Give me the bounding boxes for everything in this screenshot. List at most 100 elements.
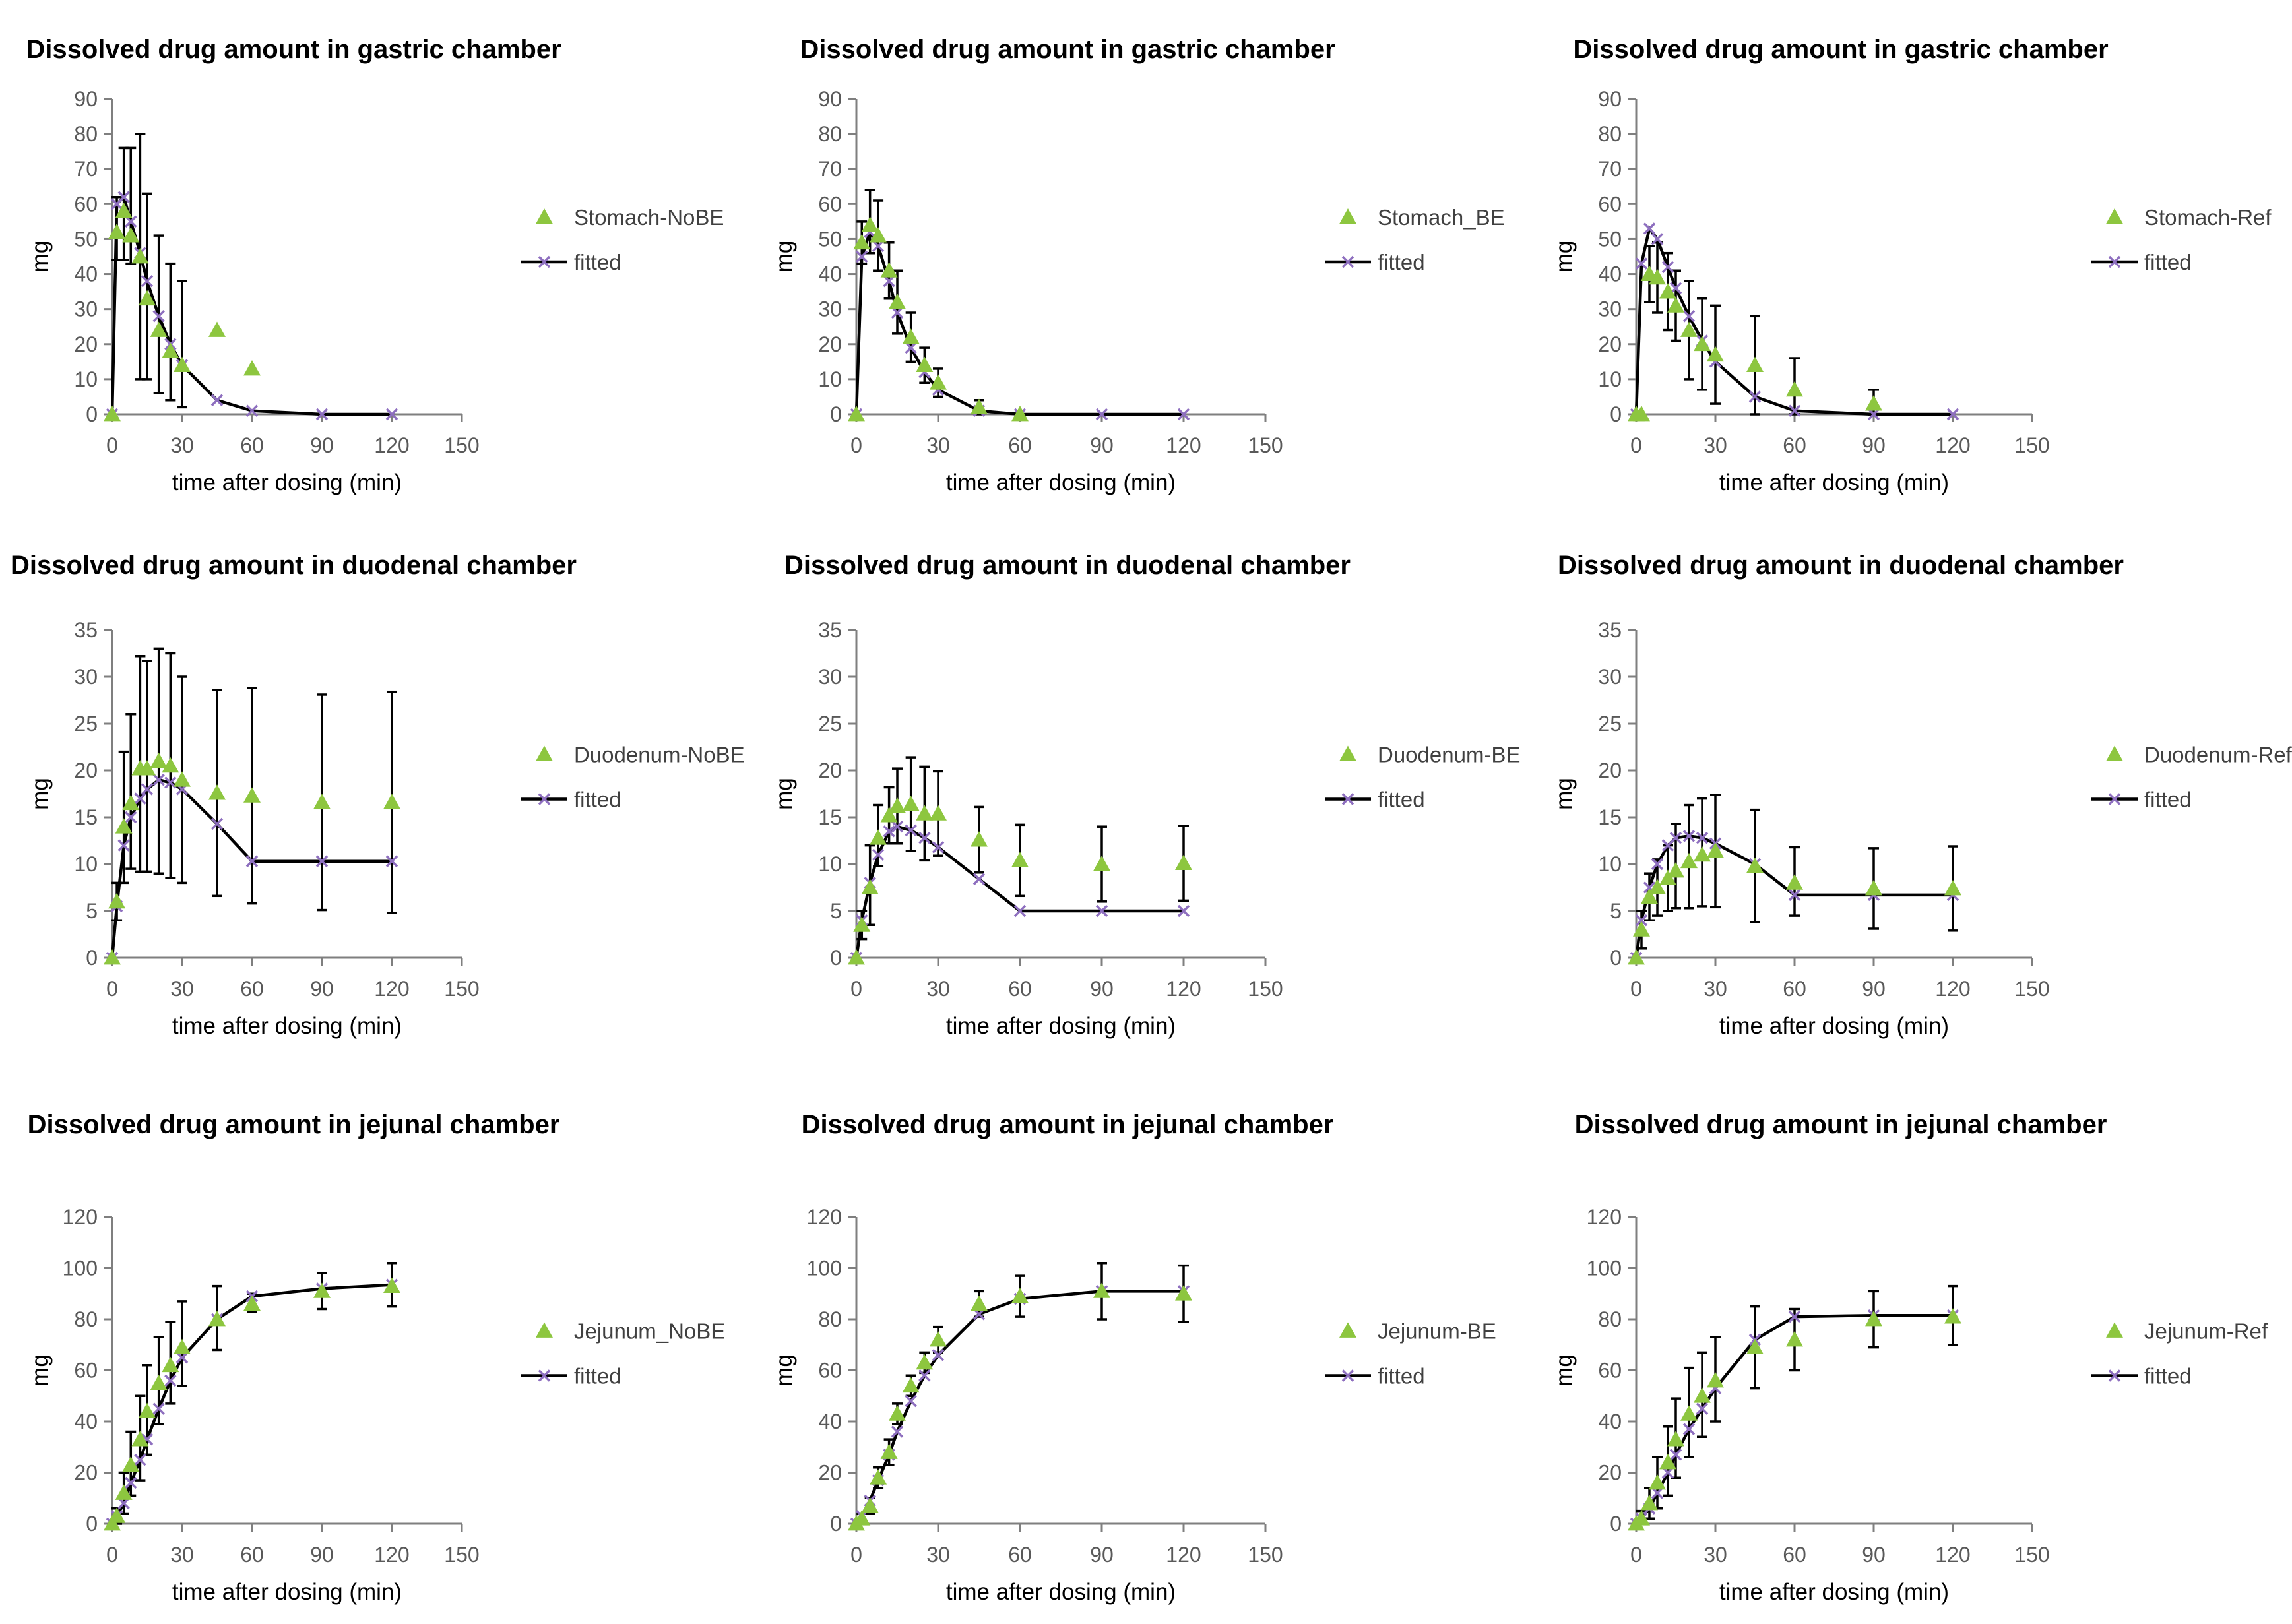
x-tick-label: 150 [1248, 433, 1283, 457]
x-tick-label: 60 [1783, 433, 1806, 457]
x-tick-label: 120 [374, 1543, 409, 1567]
x-tick-label: 0 [850, 433, 862, 457]
y-tick-label: 15 [74, 805, 98, 829]
x-axis-label: time after dosing (min) [1719, 1013, 1949, 1039]
legend-fitted-label: fitted [574, 788, 621, 812]
x-tick-label: 0 [1630, 433, 1642, 457]
x-tick-label: 30 [1703, 977, 1727, 1001]
x-tick-label: 90 [310, 1543, 334, 1567]
x-tick-label: 90 [310, 433, 334, 457]
observed-point [150, 752, 168, 768]
y-tick-label: 25 [1598, 712, 1622, 735]
x-tick-label: 60 [240, 1543, 264, 1567]
observed-point [162, 342, 179, 358]
fitted-point [152, 1402, 165, 1415]
x-tick-label: 60 [240, 433, 264, 457]
observed-point [1659, 1454, 1676, 1470]
fitted-point [1682, 310, 1696, 323]
y-tick-label: 90 [818, 87, 842, 111]
y-axis-label: mg [1551, 1354, 1577, 1387]
y-tick-label: 10 [74, 852, 98, 876]
observed-point [880, 807, 898, 823]
y-tick-label: 10 [818, 852, 842, 876]
legend-fitted-marker [2108, 1369, 2121, 1382]
x-tick-label: 0 [106, 977, 118, 1001]
fitted-point [1651, 233, 1664, 245]
legend-fitted-label: fitted [1378, 788, 1425, 812]
fitted-point [1748, 390, 1762, 403]
legend-fitted-label: fitted [2144, 788, 2192, 812]
observed-point [1628, 949, 1645, 965]
chart-title: Dissolved drug amount in jejunal chamber [28, 1110, 560, 1139]
y-tick-label: 50 [74, 227, 98, 251]
legend-fitted-label: fitted [2144, 250, 2192, 274]
y-tick-label: 80 [1598, 122, 1622, 146]
y-tick-label: 10 [1598, 367, 1622, 391]
y-tick-label: 0 [830, 402, 842, 426]
observed-point [1944, 1308, 1961, 1324]
y-tick-label: 70 [818, 157, 842, 181]
x-axis-label: time after dosing (min) [172, 1579, 402, 1605]
legend-observed-marker [1339, 208, 1356, 224]
chart-title: Dissolved drug amount in gastric chamber [1573, 35, 2108, 64]
chart-title: Dissolved drug amount in jejunal chamber [1575, 1110, 2107, 1139]
observed-point [150, 1374, 168, 1390]
chart-title: Dissolved drug amount in duodenal chambe… [1558, 551, 2124, 580]
y-tick-label: 20 [818, 759, 842, 782]
legend-fitted-label: fitted [574, 1364, 621, 1389]
y-tick-label: 10 [818, 367, 842, 391]
legend-observed-label: Duodenum-Ref [2144, 743, 2292, 767]
y-tick-label: 20 [818, 332, 842, 356]
fitted-point [856, 250, 868, 263]
fitted-point [1177, 904, 1190, 918]
fitted-point [1696, 832, 1709, 844]
y-tick-label: 30 [818, 297, 842, 321]
fitted-point [1696, 1402, 1709, 1415]
y-tick-label: 60 [1598, 192, 1622, 216]
x-tick-label: 90 [1090, 433, 1114, 457]
observed-point [208, 1311, 226, 1327]
legend-observed-marker [2106, 1322, 2123, 1338]
chart-panel: Dissolved drug amount in gastric chamber… [771, 35, 1505, 495]
x-tick-label: 150 [444, 1543, 479, 1567]
x-tick-label: 90 [1862, 433, 1886, 457]
y-tick-label: 80 [818, 1307, 842, 1331]
legend-observed-marker [1339, 1322, 1356, 1338]
y-axis-label: mg [771, 1354, 797, 1387]
observed-point [1011, 406, 1029, 422]
observed-point [208, 321, 226, 337]
legend-observed-label: Jejunum_NoBE [574, 1319, 725, 1344]
x-tick-label: 90 [1090, 977, 1114, 1001]
fitted-line [854, 228, 1184, 416]
x-tick-label: 0 [1630, 977, 1642, 1001]
x-axis-label: time after dosing (min) [1719, 470, 1949, 495]
x-axis-label: time after dosing (min) [946, 470, 1176, 495]
y-tick-label: 35 [74, 618, 98, 642]
fitted-point [872, 848, 885, 861]
observed-point [889, 1405, 906, 1421]
chart-panel: Dissolved drug amount in duodenal chambe… [11, 551, 745, 1039]
observed-point [916, 805, 934, 821]
observed-point [916, 356, 934, 373]
observed-point [1694, 846, 1711, 862]
y-tick-label: 20 [74, 759, 98, 782]
y-tick-label: 80 [818, 122, 842, 146]
x-tick-label: 150 [2014, 1543, 2049, 1567]
fitted-point [1095, 408, 1108, 421]
fitted-point [905, 341, 917, 354]
fitted-point [932, 841, 945, 854]
observed-point [889, 294, 906, 309]
legend-fitted-label: fitted [574, 250, 621, 274]
fitted-point [1177, 408, 1190, 421]
fitted-point [1682, 1423, 1696, 1435]
x-axis-label: time after dosing (min) [946, 1013, 1176, 1039]
observed-point [1641, 888, 1658, 904]
y-tick-label: 20 [74, 1461, 98, 1485]
legend-fitted-marker [538, 1369, 551, 1382]
observed-point [848, 406, 865, 422]
chart-title: Dissolved drug amount in gastric chamber [26, 35, 561, 64]
x-tick-label: 30 [926, 1543, 950, 1567]
y-tick-label: 120 [63, 1205, 98, 1229]
observed-point [208, 784, 226, 800]
legend-observed-marker [536, 1322, 553, 1338]
